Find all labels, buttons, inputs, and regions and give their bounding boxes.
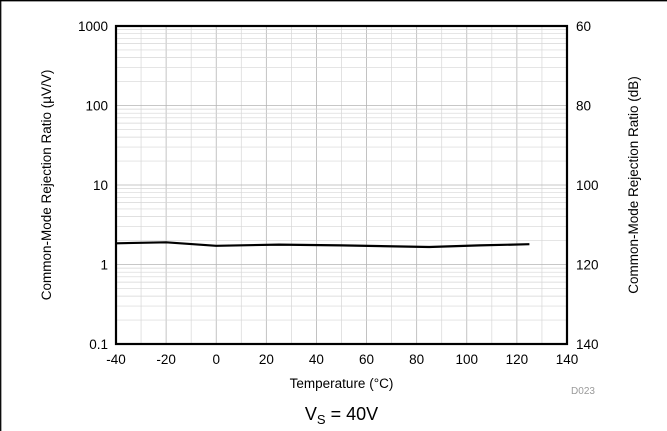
x-axis-title: Temperature (°C) [290, 376, 394, 391]
y-tick-label-left: 10 [93, 178, 108, 193]
x-tick-label: -40 [106, 352, 126, 367]
y-tick-label-right: 100 [576, 178, 599, 193]
chart-caption: VS = 40V [305, 404, 378, 427]
y-tick-label-right: 120 [576, 258, 599, 273]
x-tick-label: 20 [259, 352, 274, 367]
y-tick-label-left: 1 [100, 258, 108, 273]
x-tick-label: 100 [456, 352, 479, 367]
plot-area [114, 24, 569, 346]
x-tick-label: 40 [309, 352, 324, 367]
series-line-0 [115, 241, 530, 249]
y-tick-label-right: 140 [576, 337, 599, 352]
x-tick-label: -20 [156, 352, 176, 367]
y-tick-label-right: 60 [576, 19, 591, 34]
y-axis-title-right: Common-Mode Rejection Ratio (dB) [626, 76, 641, 294]
y-axis-title-left: Common-Mode Rejection Ratio (µV/V) [39, 70, 54, 301]
x-tick-label: 60 [359, 352, 374, 367]
x-tick-label: 0 [212, 352, 220, 367]
caption-v: V [305, 404, 317, 424]
figure-code: D023 [571, 386, 595, 397]
y-tick-label-left: 0.1 [89, 337, 108, 352]
caption-subscript: S [317, 412, 326, 427]
series-group [115, 241, 530, 249]
x-tick-label: 120 [506, 352, 529, 367]
y-tick-label-left: 100 [85, 99, 108, 114]
caption-rest: = 40V [326, 404, 379, 424]
y-tick-label-left: 1000 [78, 19, 108, 34]
grid-lines [115, 26, 568, 345]
x-tick-label: 80 [409, 352, 424, 367]
x-tick-label: 140 [556, 352, 579, 367]
tick-labels: -40 -20 0 20 40 60 80 100 120 140 1000 100 10 1 0.1 60 8… [78, 19, 599, 367]
y-tick-label-right: 80 [576, 99, 591, 114]
